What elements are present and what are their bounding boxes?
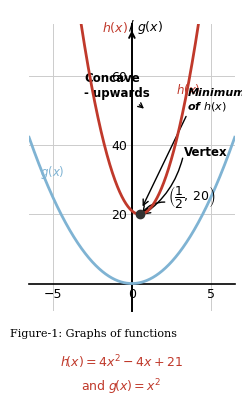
Text: Figure-1: Graphs of functions: Figure-1: Graphs of functions [10,329,177,339]
Text: $h\!\left(x\right)=4x^2-4x+21$: $h\!\left(x\right)=4x^2-4x+21$ [60,353,182,371]
Text: $h\left(x\right)$: $h\left(x\right)$ [102,20,128,35]
Text: $g\left(x\right)$: $g\left(x\right)$ [137,19,163,36]
Text: Concave
- upwards: Concave - upwards [84,72,150,108]
Text: $h\left(x\right)$: $h\left(x\right)$ [176,82,201,97]
Text: /: / [129,19,133,33]
Text: Vertex: Vertex [184,146,228,158]
Text: Minimum
of $h(x)$: Minimum of $h(x)$ [187,88,242,113]
Text: $g\left(x\right)$: $g\left(x\right)$ [40,164,65,181]
Text: and $g\!\left(x\right)=x^2$: and $g\!\left(x\right)=x^2$ [81,377,161,397]
Text: $\left(\dfrac{1}{2},\,20\right)$: $\left(\dfrac{1}{2},\,20\right)$ [168,184,216,210]
